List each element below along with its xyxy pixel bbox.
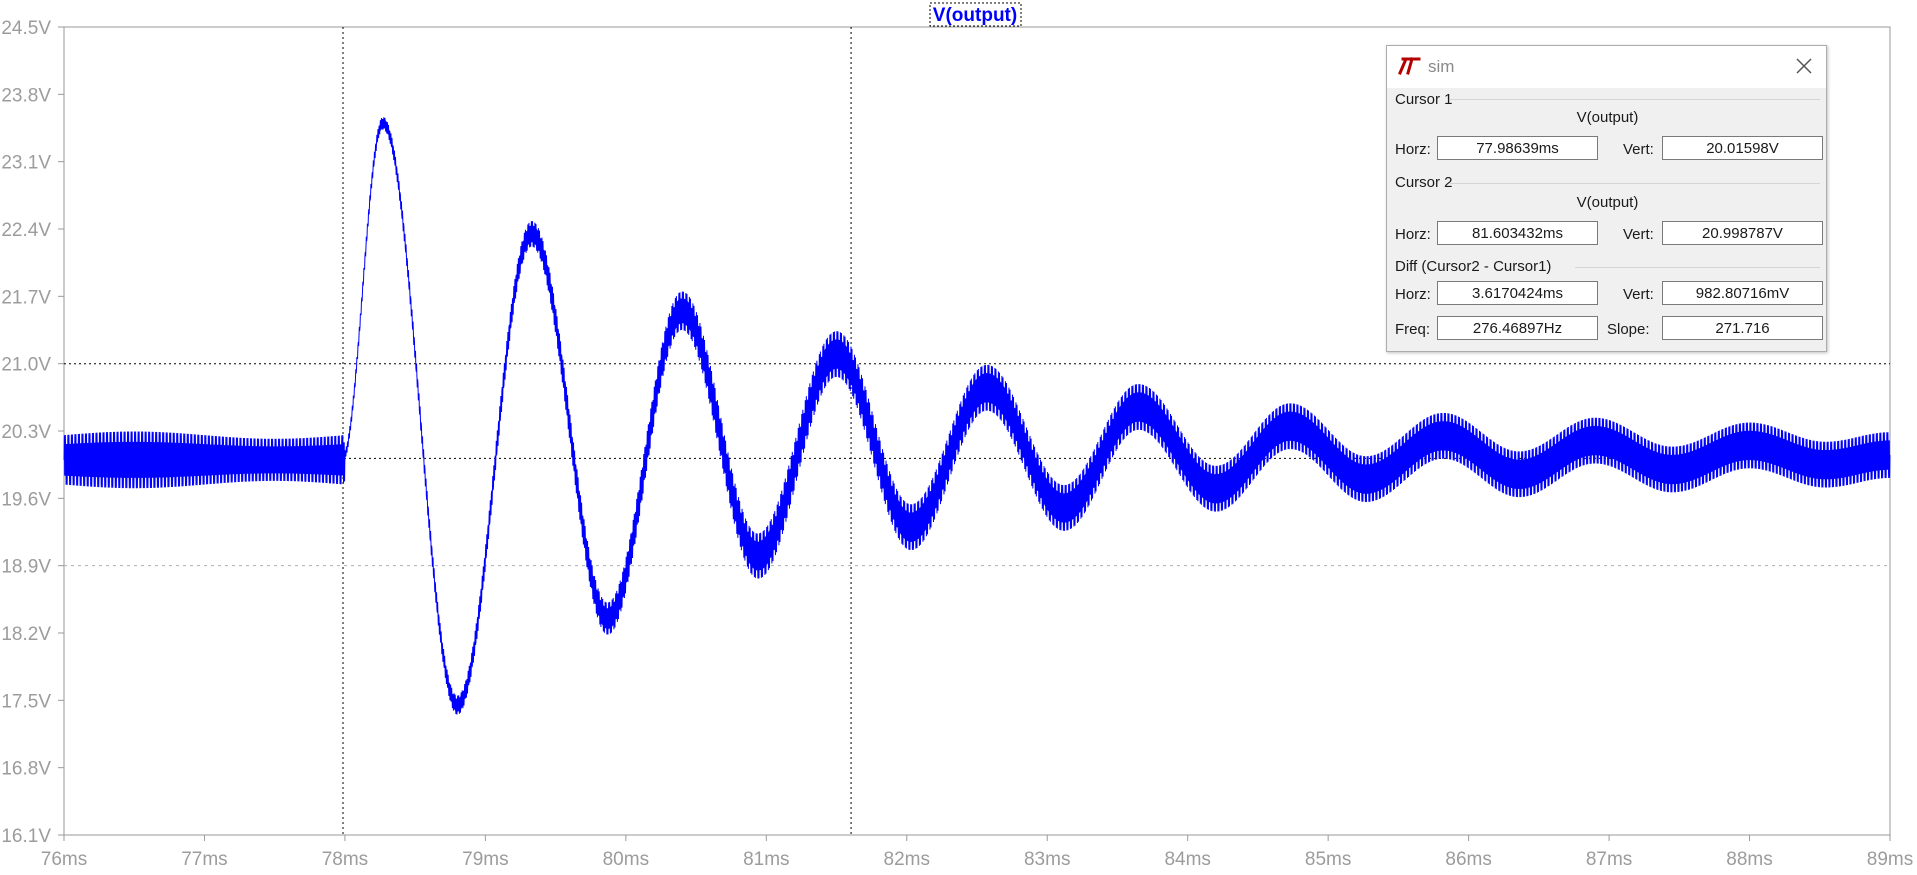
- y-tick-label: 21.0V: [1, 355, 51, 376]
- diff-horz-field[interactable]: [1437, 281, 1598, 305]
- y-tick-label: 20.3V: [1, 422, 51, 443]
- y-tick-label: 23.8V: [1, 85, 51, 106]
- dialog-titlebar[interactable]: sim: [1387, 46, 1826, 88]
- plot-title-focus-box: [929, 2, 1022, 27]
- x-tick-label: 78ms: [322, 849, 368, 870]
- y-tick-label: 23.1V: [1, 153, 51, 174]
- ltspice-logo-icon: [1398, 57, 1421, 75]
- x-tick-label: 76ms: [41, 849, 87, 870]
- x-tick-label: 81ms: [743, 849, 789, 870]
- diff-horz-label: Horz:: [1395, 286, 1431, 303]
- cursor1-vert-label: Vert:: [1623, 141, 1654, 158]
- group-divider: [1450, 99, 1820, 100]
- x-tick-label: 77ms: [181, 849, 227, 870]
- dialog-title: sim: [1428, 57, 1455, 76]
- y-tick-label: 22.4V: [1, 220, 51, 241]
- cursor1-horz-label: Horz:: [1395, 141, 1431, 158]
- diff-slope-label: Slope:: [1607, 321, 1650, 338]
- x-tick-label: 79ms: [462, 849, 508, 870]
- y-tick-label: 17.5V: [1, 691, 51, 712]
- cursor1-group-label: Cursor 1: [1395, 91, 1453, 108]
- plot-title[interactable]: V(output): [933, 5, 1017, 26]
- group-divider: [1450, 183, 1820, 184]
- y-tick-label: 18.9V: [1, 557, 51, 578]
- cursor2-horz-label: Horz:: [1395, 226, 1431, 243]
- x-tick-label: 89ms: [1867, 849, 1913, 870]
- plot-grid: [58, 26, 1891, 841]
- cursor-lines[interactable]: [64, 27, 1890, 835]
- group-divider: [1575, 267, 1820, 268]
- x-tick-label: 84ms: [1164, 849, 1210, 870]
- y-tick-label: 18.2V: [1, 624, 51, 645]
- cursor2-horz-field[interactable]: [1437, 221, 1598, 245]
- series-line-v-output: [63, 117, 1891, 715]
- cursor2-vert-field[interactable]: [1662, 221, 1823, 245]
- x-tick-label: 88ms: [1726, 849, 1772, 870]
- axis-labels: 76ms 77ms 78ms 79ms 80ms 81ms 82ms 83ms 84ms 85ms…: [1, 18, 1913, 870]
- x-tick-label: 86ms: [1445, 849, 1491, 870]
- y-tick-label: 21.7V: [1, 287, 51, 308]
- x-tick-label: 80ms: [603, 849, 649, 870]
- close-icon[interactable]: [1794, 56, 1814, 76]
- cursor2-trace-name: V(output): [1576, 194, 1639, 211]
- diff-freq-label: Freq:: [1395, 321, 1431, 338]
- trace-layer: [63, 117, 1891, 715]
- cursor1-trace-name: V(output): [1576, 109, 1639, 126]
- x-tick-label: 85ms: [1305, 849, 1351, 870]
- diff-slope-field[interactable]: [1662, 316, 1823, 340]
- cursor-readout-dialog: sim Cursor 1 V(output) Horz: Vert: Curso…: [1386, 45, 1827, 352]
- y-tick-label: 24.5V: [1, 18, 51, 39]
- y-tick-label: 16.1V: [1, 826, 51, 847]
- cursor2-vert-label: Vert:: [1623, 226, 1654, 243]
- diff-freq-field[interactable]: [1437, 316, 1598, 340]
- diff-vert-label: Vert:: [1623, 286, 1654, 303]
- y-tick-label: 19.6V: [1, 489, 51, 510]
- cursor2-group-label: Cursor 2: [1395, 174, 1453, 191]
- x-tick-label: 87ms: [1586, 849, 1632, 870]
- cursor1-horz-field[interactable]: [1437, 136, 1598, 160]
- cursor1-vert-field[interactable]: [1662, 136, 1823, 160]
- diff-group-label: Diff (Cursor2 - Cursor1): [1395, 258, 1552, 275]
- y-tick-label: 16.8V: [1, 759, 51, 780]
- x-tick-label: 83ms: [1024, 849, 1070, 870]
- x-tick-label: 82ms: [884, 849, 930, 870]
- diff-vert-field[interactable]: [1662, 281, 1823, 305]
